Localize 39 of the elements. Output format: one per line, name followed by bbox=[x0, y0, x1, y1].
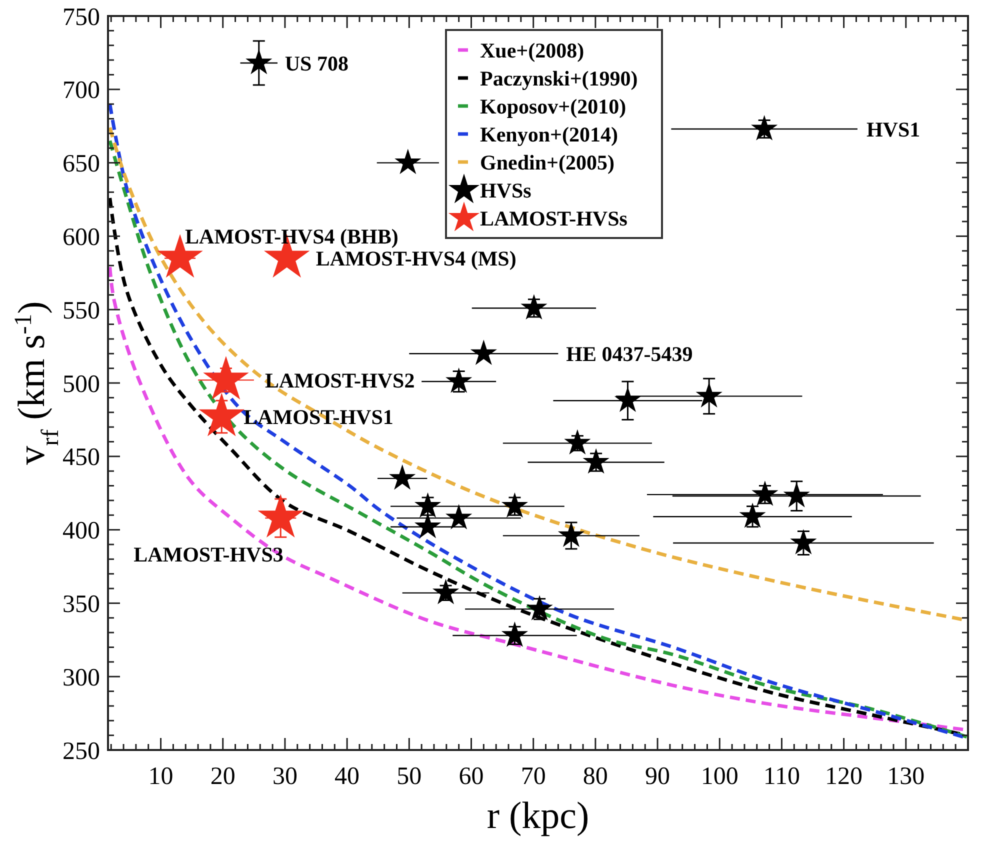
y-tick-label: 500 bbox=[62, 370, 100, 398]
x-tick-label: 70 bbox=[520, 763, 546, 790]
x-tick-label: 110 bbox=[763, 763, 800, 790]
x-tick-label: 90 bbox=[645, 763, 670, 790]
y-tick-label: 650 bbox=[62, 150, 100, 178]
x-tick-label: 130 bbox=[887, 763, 925, 790]
y-tick-label: 350 bbox=[62, 590, 100, 618]
x-tick-label: 120 bbox=[825, 763, 863, 790]
y-tick-label: 250 bbox=[62, 738, 100, 765]
y-tick-label: 600 bbox=[62, 224, 100, 251]
x-tick-label: 10 bbox=[148, 763, 174, 790]
legend-label: Paczynski+(1990) bbox=[480, 66, 638, 90]
x-tick-label: 30 bbox=[272, 763, 298, 790]
annotation: LAMOST-HVS4 (MS) bbox=[316, 246, 516, 271]
legend-label: Xue+(2008) bbox=[480, 38, 584, 62]
annotation: LAMOST-HVS4 (BHB) bbox=[185, 224, 398, 249]
legend-label: HVSs bbox=[480, 178, 532, 202]
legend-label: LAMOST-HVSs bbox=[480, 206, 628, 230]
legend-label: Koposov+(2010) bbox=[480, 94, 626, 118]
annotation: HE 0437-5439 bbox=[566, 342, 693, 366]
y-tick-label: 300 bbox=[62, 664, 100, 692]
x-tick-label: 80 bbox=[582, 763, 608, 790]
x-tick-label: 60 bbox=[458, 763, 484, 790]
x-axis-title: r (kpc) bbox=[486, 795, 590, 837]
legend-label: Gnedin+(2005) bbox=[480, 150, 614, 174]
annotation: US 708 bbox=[284, 51, 348, 76]
x-tick-label: 50 bbox=[396, 763, 422, 790]
y-tick-label: 750 bbox=[62, 4, 100, 31]
annotation: LAMOST-HVS2 bbox=[264, 368, 415, 392]
x-tick-label: 20 bbox=[210, 763, 236, 790]
y-tick-label: 450 bbox=[62, 444, 100, 472]
legend-label: Kenyon+(2014) bbox=[480, 122, 618, 146]
annotation: HVS1 bbox=[866, 117, 920, 142]
y-tick-label: 400 bbox=[62, 518, 100, 545]
x-tick-label: 40 bbox=[334, 763, 360, 790]
x-tick-label: 100 bbox=[700, 763, 738, 790]
y-tick-label: 700 bbox=[62, 77, 100, 104]
y-tick-label: 550 bbox=[62, 297, 100, 324]
annotation: LAMOST-HVS3 bbox=[134, 542, 284, 566]
